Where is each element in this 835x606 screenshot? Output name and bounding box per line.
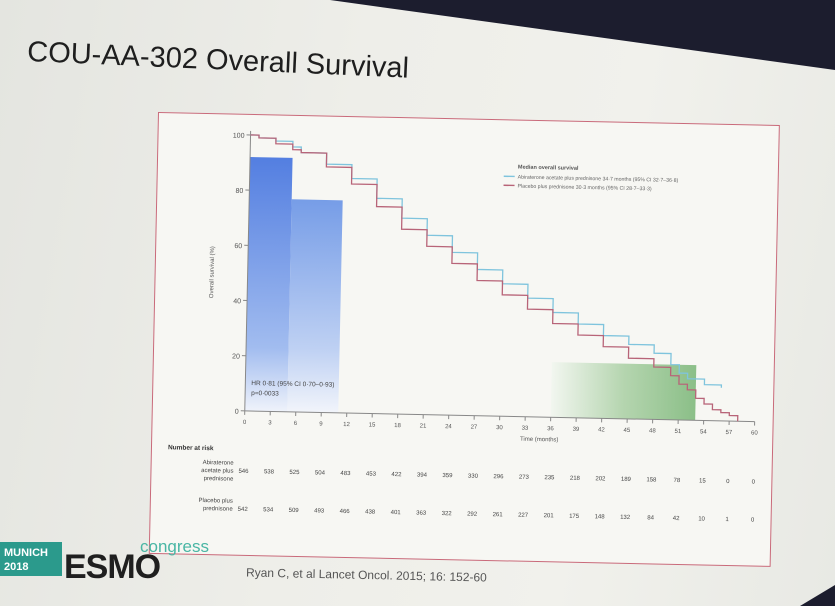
x-tick-label: 54 [700, 429, 707, 435]
risk-value: 509 [289, 508, 300, 514]
esmo-logo: MUNICH 2018 ESMO congress [0, 537, 209, 586]
logo-brand: ESMO [64, 548, 161, 586]
risk-value: 227 [518, 513, 529, 519]
legend-title: Median overall survival [518, 165, 579, 172]
x-tick-label: 24 [445, 424, 452, 430]
y-tick-label: 60 [234, 243, 242, 250]
risk-value: 10 [698, 516, 705, 522]
risk-value: 483 [340, 471, 351, 477]
x-tick-label: 9 [319, 421, 323, 427]
logo-suffix: congress [140, 537, 209, 556]
x-tick-label: 15 [369, 422, 376, 428]
risk-value: 546 [238, 469, 249, 475]
y-axis-label: Overall survival (%) [209, 246, 216, 298]
risk-value: 359 [442, 473, 453, 479]
x-tick-label: 51 [675, 429, 682, 435]
risk-value: 261 [493, 512, 504, 518]
x-tick-label: 36 [547, 426, 554, 432]
logo-year: 2018 [4, 561, 28, 573]
x-tick-label: 60 [751, 430, 758, 436]
x-tick-label: 48 [649, 428, 656, 434]
risk-value: 1 [725, 517, 729, 523]
overlay-box-2 [550, 362, 697, 421]
risk-value: 296 [493, 474, 504, 480]
x-tick-label: 39 [573, 427, 580, 433]
risk-value: 401 [391, 510, 402, 516]
logo-city: MUNICH [4, 547, 48, 559]
risk-value: 201 [544, 513, 555, 519]
risk-value: 542 [238, 507, 249, 513]
x-tick-label: 57 [725, 430, 732, 436]
risk-row-label: prednisone [203, 506, 233, 513]
risk-value: 202 [595, 476, 606, 482]
risk-value: 422 [391, 472, 402, 478]
risk-value: 78 [673, 478, 680, 484]
risk-value: 158 [646, 477, 657, 483]
x-tick-label: 45 [624, 428, 631, 434]
risk-value: 235 [544, 475, 555, 481]
risk-value: 84 [647, 515, 654, 521]
risk-value: 538 [264, 469, 275, 475]
x-tick-label: 0 [243, 420, 247, 426]
x-tick-label: 21 [420, 424, 427, 430]
risk-value: 218 [570, 476, 581, 482]
risk-value: 394 [417, 473, 428, 479]
y-axis [244, 130, 252, 411]
x-tick-label: 6 [294, 421, 298, 427]
risk-value: 0 [752, 480, 756, 486]
p-value-annotation: p=0·0033 [251, 390, 279, 398]
legend-entry-1: Placebo plus prednisone 30·3 months (95%… [517, 184, 651, 193]
hr-annotation: HR 0·81 (95% CI 0·70–0·93) [251, 380, 334, 389]
overlay-box-0 [244, 157, 293, 412]
risk-value: 0 [726, 479, 730, 485]
y-tick-label: 0 [235, 409, 239, 416]
risk-table-header: Number at risk [168, 444, 214, 452]
figure-frame: 0 20 40 60 80 100 0 3 6 9 12 15 18 21 24 27 30 33 36 39 42 45… [148, 112, 780, 567]
risk-row-label: Abiraterone [203, 460, 235, 467]
y-tick-label: 40 [233, 298, 241, 305]
risk-value: 330 [468, 474, 479, 480]
risk-value: 453 [366, 471, 377, 477]
risk-value: 534 [263, 507, 274, 513]
risk-value: 42 [673, 516, 680, 522]
risk-row-label: acetate plus [201, 468, 233, 475]
risk-value: 493 [314, 508, 325, 514]
risk-value: 132 [620, 515, 631, 521]
risk-value: 148 [595, 514, 606, 520]
risk-value: 292 [467, 512, 478, 518]
x-tick-label: 18 [394, 423, 401, 429]
risk-value: 0 [751, 518, 755, 524]
x-tick-label: 42 [598, 427, 605, 433]
risk-value: 466 [340, 509, 351, 515]
risk-value: 322 [442, 511, 453, 517]
risk-row-label: prednisone [204, 476, 234, 483]
series-line-1 [250, 134, 739, 422]
legend-entry-0: Abiraterone acetate plus prednisone 34·7… [518, 175, 679, 184]
risk-value: 175 [569, 514, 580, 520]
logo-city-block [0, 542, 62, 576]
x-tick-label: 33 [522, 426, 529, 432]
overlay-box-1 [287, 199, 343, 413]
risk-row-label: Placebo plus [198, 498, 232, 505]
risk-value: 15 [699, 478, 706, 484]
risk-value: 525 [289, 470, 300, 476]
y-tick-label: 80 [235, 188, 243, 195]
y-tick-label: 100 [233, 133, 245, 140]
x-tick-label: 27 [471, 425, 478, 431]
risk-value: 363 [416, 510, 427, 516]
x-tick-label: 12 [343, 422, 350, 428]
x-tick-label: 3 [268, 420, 272, 426]
y-tick-label: 20 [232, 353, 240, 360]
x-axis-label: Time (months) [520, 437, 559, 444]
risk-value: 273 [519, 475, 530, 481]
x-tick-label: 30 [496, 425, 503, 431]
risk-value: 189 [621, 477, 632, 483]
risk-value: 438 [365, 509, 376, 515]
risk-value: 504 [315, 470, 326, 476]
